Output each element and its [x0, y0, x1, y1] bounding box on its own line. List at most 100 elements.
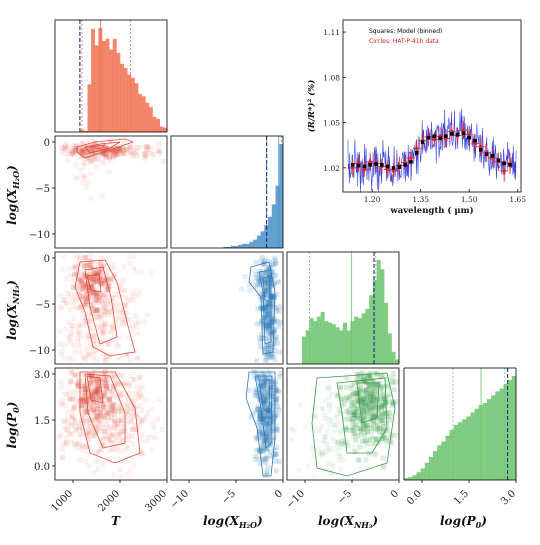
- histogram-bar: [361, 313, 366, 364]
- density-cell: [124, 472, 130, 478]
- density-cell: [68, 291, 74, 297]
- density-cell: [59, 306, 65, 311]
- density-cell: [264, 344, 270, 350]
- density-cell: [128, 419, 134, 425]
- density-cell: [381, 427, 387, 433]
- density-cell: [106, 386, 112, 392]
- density-cell: [342, 424, 348, 430]
- density-cell: [268, 420, 273, 426]
- density-cell: [128, 400, 134, 405]
- density-cell: [257, 416, 263, 422]
- histogram-bar: [495, 391, 500, 480]
- density-cell: [264, 420, 270, 425]
- histogram-bar: [503, 383, 509, 480]
- density-cell: [80, 443, 85, 449]
- density-cell: [265, 325, 271, 331]
- density-cell: [103, 149, 109, 155]
- spectrum-y-label: (R/R*)² (%): [306, 80, 317, 133]
- density-cell: [269, 394, 275, 400]
- density-cell: [88, 147, 94, 153]
- density-cell: [91, 291, 97, 297]
- density-cell: [94, 357, 100, 363]
- density-cell: [99, 266, 105, 272]
- density-cell: [261, 261, 267, 267]
- density-cell: [102, 429, 108, 435]
- density-cell: [350, 410, 356, 415]
- density-cell: [91, 432, 97, 438]
- density-cell: [262, 277, 268, 283]
- density-cell: [257, 449, 262, 455]
- density-cell: [259, 335, 265, 341]
- density-cell: [103, 299, 108, 305]
- density-cell: [79, 415, 85, 421]
- density-cell: [372, 382, 378, 388]
- density-cell: [93, 417, 99, 423]
- model-binned-point: [397, 165, 402, 169]
- density-cell: [107, 282, 113, 288]
- density-cell: [370, 394, 376, 400]
- density-cell: [149, 447, 155, 453]
- density-cell: [108, 439, 114, 445]
- density-cell: [265, 465, 271, 471]
- density-cell: [264, 288, 269, 294]
- density-cell: [83, 150, 89, 156]
- x-tick-label: 0.0: [405, 488, 424, 507]
- density-cell: [260, 417, 266, 423]
- density-cell: [311, 447, 316, 453]
- density-cell: [129, 418, 135, 424]
- density-cell: [266, 434, 272, 440]
- density-cell: [260, 294, 265, 300]
- density-cell: [100, 292, 106, 298]
- density-cell: [125, 380, 131, 386]
- density-cell: [83, 458, 89, 464]
- density-cell: [257, 428, 263, 434]
- density-cell: [361, 409, 367, 414]
- density-cell: [104, 301, 110, 306]
- density-cell: [112, 409, 118, 415]
- density-cell: [84, 314, 90, 320]
- density-cell: [364, 428, 370, 434]
- density-cell: [116, 145, 122, 151]
- density-cell: [366, 400, 372, 406]
- density-cell: [105, 356, 111, 362]
- density-cell: [107, 157, 113, 163]
- density-cell: [264, 378, 270, 384]
- density-cell: [78, 396, 84, 402]
- density-cell: [346, 406, 352, 412]
- density-cell: [83, 281, 89, 287]
- density-cell: [96, 313, 102, 319]
- density-cell: [263, 396, 269, 402]
- density-cell: [273, 452, 279, 457]
- density-cell: [267, 294, 273, 300]
- density-cell: [80, 391, 85, 396]
- density-cell: [150, 434, 155, 440]
- density-cell: [361, 413, 366, 419]
- density-cell: [72, 271, 78, 277]
- density-cell: [260, 271, 266, 277]
- density-cell: [362, 415, 368, 421]
- density-cell: [379, 396, 385, 401]
- density-cell: [85, 157, 91, 162]
- density-cell: [136, 319, 142, 325]
- density-cell: [375, 371, 381, 377]
- density-cell: [264, 431, 270, 436]
- density-cell: [255, 403, 261, 409]
- density-cell: [264, 317, 270, 323]
- density-cell: [111, 271, 117, 277]
- x-axis-label-T: T: [111, 514, 121, 528]
- density-cell: [68, 338, 74, 344]
- density-cell: [135, 393, 141, 399]
- density-cell: [254, 321, 260, 327]
- density-cell: [82, 160, 88, 166]
- histogram-bar: [134, 83, 139, 132]
- density-cell: [90, 275, 96, 281]
- density-cell: [261, 398, 266, 404]
- density-cell: [63, 301, 69, 307]
- density-cell: [99, 406, 105, 412]
- density-cell: [118, 307, 124, 313]
- density-cell: [89, 291, 95, 296]
- density-cell: [266, 435, 272, 441]
- density-cell: [80, 398, 86, 404]
- density-cell: [258, 410, 264, 416]
- density-cell: [338, 431, 344, 437]
